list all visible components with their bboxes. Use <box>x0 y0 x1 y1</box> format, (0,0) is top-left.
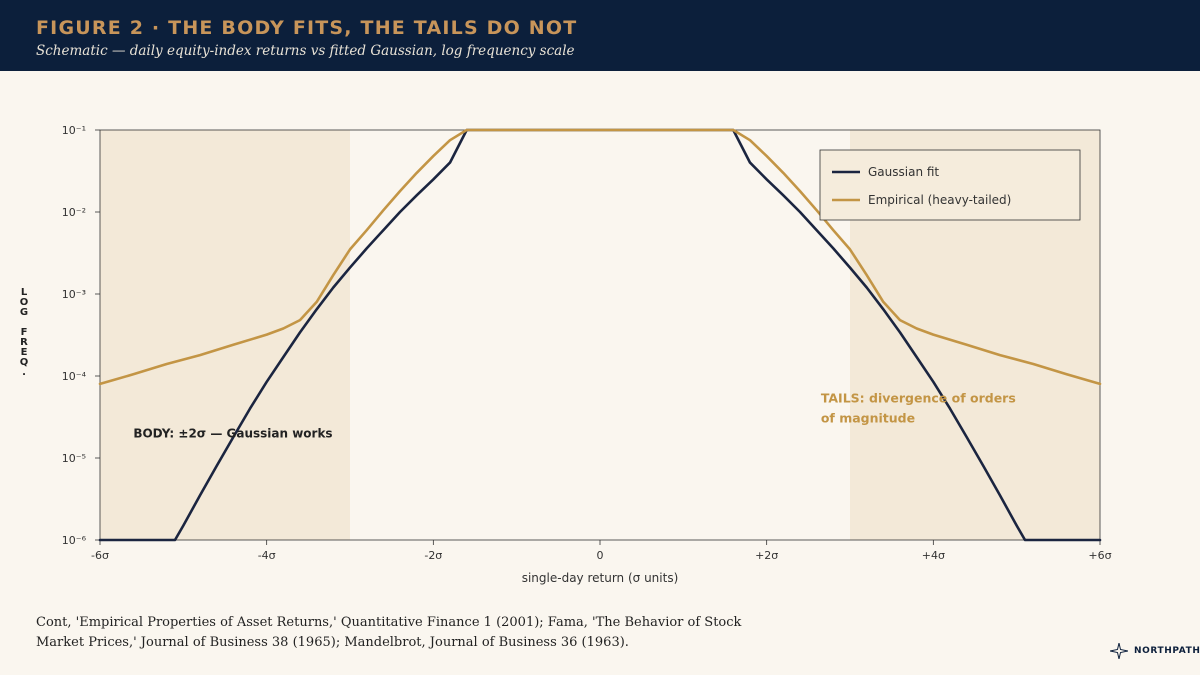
x-tick-label: +2σ <box>755 549 778 562</box>
legend-box <box>819 149 1081 221</box>
tails-annotation: TAILS: divergence of orders of magnitude <box>821 391 1016 426</box>
header-bar: FIGURE 2 · THE BODY FITS, THE TAILS DO N… <box>0 0 1200 71</box>
legend-label: Gaussian fit <box>868 165 939 179</box>
x-tick-label: 0 <box>597 549 604 562</box>
figure-subtitle: Schematic — daily equity-index returns v… <box>36 43 575 59</box>
x-axis-label: single-day return (σ units) <box>522 571 679 585</box>
source-citation: Cont, 'Empirical Properties of Asset Ret… <box>36 615 742 650</box>
y-tick-label: 10⁻³ <box>62 288 86 301</box>
y-tick-label: 10⁻⁶ <box>62 534 87 547</box>
left-tail-band <box>100 130 350 540</box>
compass-star-icon <box>1110 643 1128 659</box>
empirical-line <box>98 128 1102 386</box>
x-tick-label: +4σ <box>922 549 945 562</box>
y-tick-label: 10⁻⁵ <box>62 452 86 465</box>
brand-name: NORTHPATH <box>1134 646 1200 656</box>
x-tick-label: -6σ <box>91 549 109 562</box>
x-tick-label: -4σ <box>258 549 276 562</box>
x-tick-label: -2σ <box>424 549 442 562</box>
y-tick-label: 10⁻⁴ <box>62 370 87 383</box>
body-annotation: BODY: ±2σ — Gaussian works <box>133 426 332 440</box>
legend-label: Empirical (heavy-tailed) <box>868 193 1011 207</box>
x-tick-label: +6σ <box>1088 549 1111 562</box>
y-tick-label: 10⁻¹ <box>62 124 86 137</box>
figure-title: FIGURE 2 · THE BODY FITS, THE TAILS DO N… <box>36 17 578 39</box>
y-tick-label: 10⁻² <box>62 206 86 219</box>
brand-logo: NORTHPATH <box>1110 643 1200 659</box>
